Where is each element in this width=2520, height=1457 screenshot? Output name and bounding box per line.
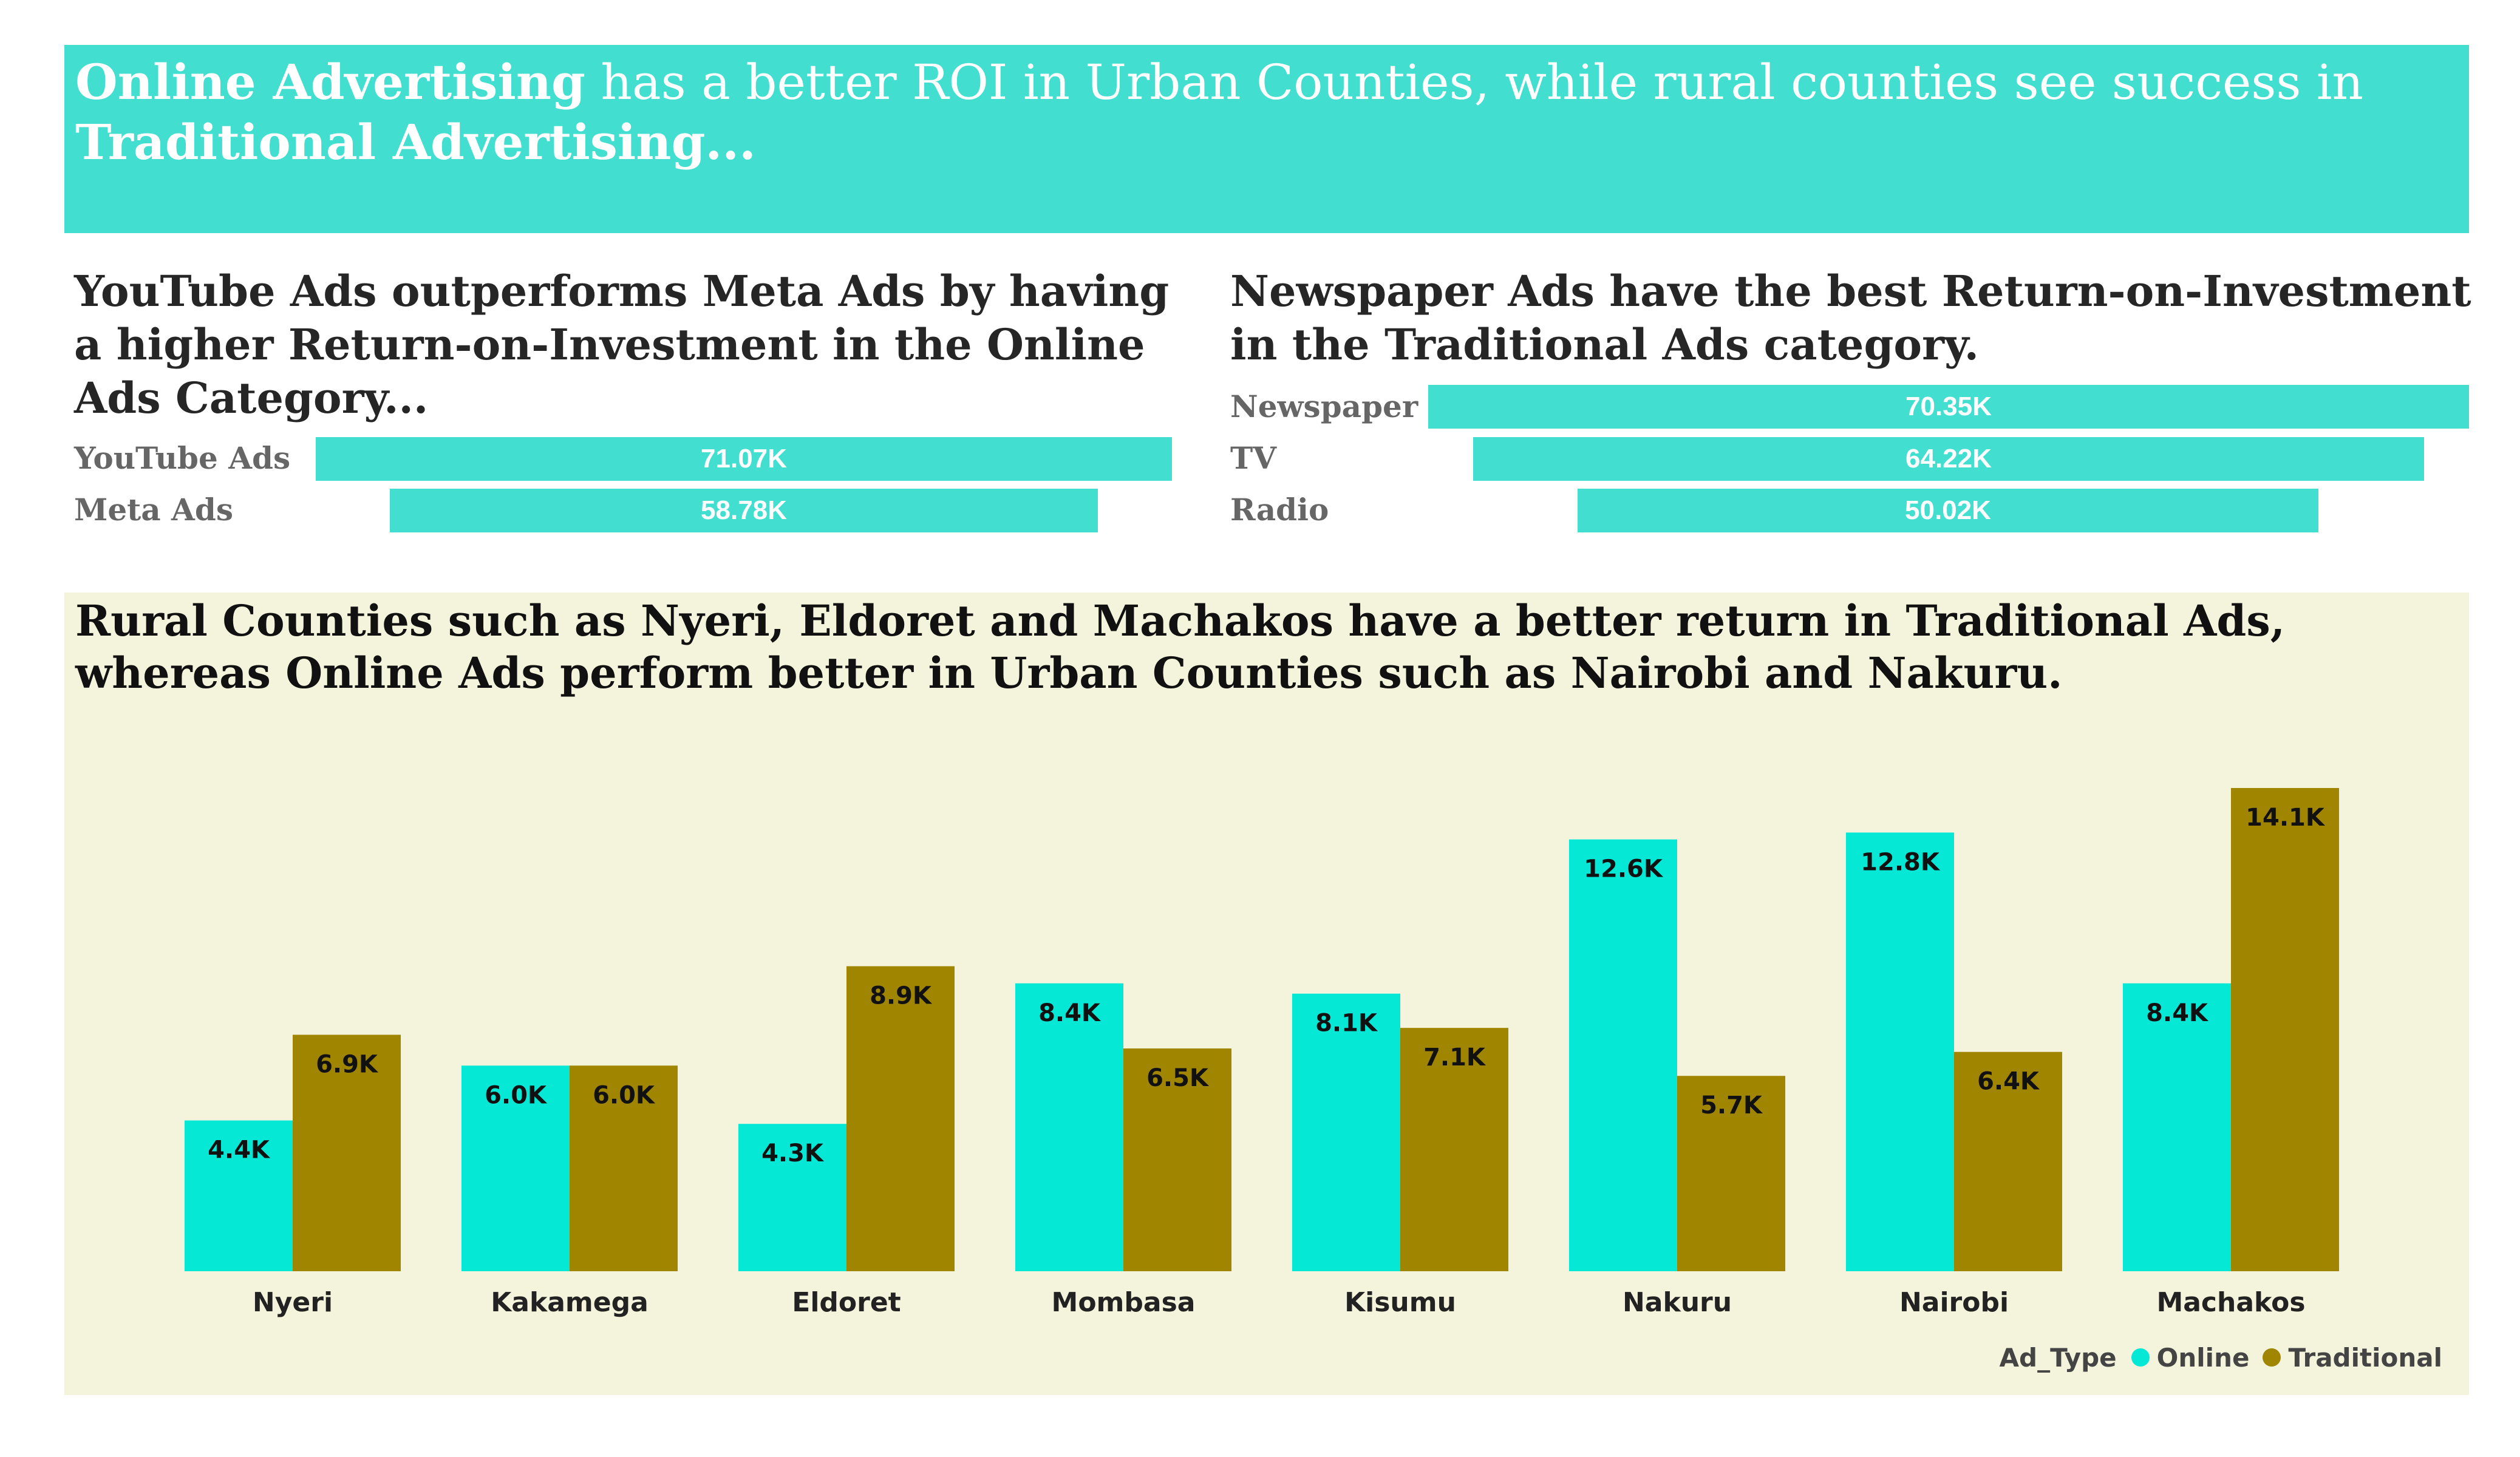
online-bar-label-youtube: YouTube Ads	[74, 440, 291, 476]
legend-online-dot	[2131, 1348, 2150, 1367]
bar-traditional-eldoret[interactable]	[846, 966, 955, 1271]
bar-online-nairobi[interactable]	[1846, 832, 1954, 1271]
data-label-traditional-nairobi: 6.4K	[1977, 1068, 2040, 1096]
county-chart-title: Rural Counties such as Nyeri, Eldoret an…	[75, 596, 2286, 698]
bar-traditional-mombasa[interactable]	[1123, 1048, 1231, 1271]
bar-traditional-kisumu[interactable]	[1400, 1028, 1508, 1271]
online-bar-label-meta: Meta Ads	[74, 492, 233, 528]
traditional-bar-label-tv: TV	[1230, 440, 1277, 476]
x-tick-label-kisumu: Kisumu	[1344, 1287, 1456, 1318]
traditional-bar-value-radio: 50.02K	[1905, 495, 1991, 525]
traditional-panel-title: Newspaper Ads have the best Return-on-In…	[1230, 266, 2471, 370]
data-label-traditional-nyeri: 6.9K	[316, 1050, 379, 1078]
headline-banner: Online Advertising has a better ROI in U…	[64, 45, 2469, 233]
data-label-online-nakuru: 12.6K	[1584, 855, 1664, 883]
online-bar-youtube[interactable]: 71.07K	[316, 437, 1172, 481]
traditional-bar-value-newspaper: 70.35K	[1905, 392, 1992, 421]
bar-online-nyeri[interactable]	[185, 1120, 293, 1271]
online-bar-value-meta: 58.78K	[701, 495, 787, 525]
data-label-traditional-kakamega: 6.0K	[593, 1081, 656, 1109]
legend-traditional-label[interactable]: Traditional	[2288, 1342, 2442, 1373]
bar-traditional-nairobi[interactable]	[1954, 1051, 2062, 1271]
data-label-online-machakos: 8.4K	[2146, 999, 2209, 1027]
x-tick-label-kakamega: Kakamega	[491, 1287, 649, 1318]
x-tick-label-eldoret: Eldoret	[792, 1287, 901, 1318]
headline-text: Online Advertising has a better ROI in U…	[75, 52, 2383, 172]
data-label-traditional-mombasa: 6.5K	[1146, 1064, 1210, 1092]
county-column-chart: 4.4K 6.9K Nyeri 6.0K 6.0K Kakamega 4.3K 8.9K Eld…	[185, 788, 2339, 1318]
online-bar-meta[interactable]: 58.78K	[390, 489, 1098, 532]
x-tick-label-mombasa: Mombasa	[1052, 1287, 1196, 1318]
traditional-bar-label-radio: Radio	[1230, 492, 1329, 528]
data-label-online-nairobi: 12.8K	[1861, 848, 1941, 876]
traditional-bar-value-tv: 64.22K	[1905, 444, 1992, 474]
data-label-traditional-kisumu: 7.1K	[1423, 1044, 1486, 1072]
bar-traditional-machakos[interactable]	[2231, 788, 2339, 1271]
bar-online-nakuru[interactable]	[1569, 839, 1677, 1271]
x-tick-label-nyeri: Nyeri	[253, 1287, 333, 1318]
legend-title: Ad_Type	[1999, 1342, 2117, 1373]
traditional-bar-newspaper[interactable]: 70.35K	[1428, 385, 2469, 429]
bar-traditional-nyeri[interactable]	[293, 1034, 401, 1271]
data-label-traditional-machakos: 14.1K	[2246, 804, 2326, 832]
county-chart-panel: Rural Counties such as Nyeri, Eldoret an…	[64, 593, 2469, 1395]
online-bar-value-youtube: 71.07K	[701, 444, 787, 474]
x-tick-label-nakuru: Nakuru	[1623, 1287, 1732, 1318]
legend-online-label[interactable]: Online	[2156, 1342, 2250, 1373]
data-label-online-eldoret: 4.3K	[761, 1139, 825, 1167]
bar-online-machakos[interactable]	[2123, 983, 2231, 1271]
bar-online-kisumu[interactable]	[1292, 993, 1400, 1271]
legend-traditional-dot	[2263, 1348, 2281, 1367]
bar-online-mombasa[interactable]	[1015, 983, 1123, 1271]
data-label-online-kakamega: 6.0K	[485, 1081, 548, 1109]
bar-traditional-kakamega[interactable]	[570, 1065, 678, 1271]
headline-bold-online: Online Advertising	[75, 53, 585, 110]
headline-body: has a better ROI in Urban Counties, whil…	[585, 54, 2364, 110]
x-tick-label-machakos: Machakos	[2156, 1287, 2305, 1318]
data-label-online-nyeri: 4.4K	[208, 1136, 271, 1164]
traditional-bar-tv[interactable]: 64.22K	[1473, 437, 2424, 481]
data-label-traditional-eldoret: 8.9K	[870, 982, 933, 1010]
headline-bold-traditional: Traditional Advertising...	[75, 114, 756, 171]
bar-online-eldoret[interactable]	[738, 1124, 846, 1271]
data-label-online-mombasa: 8.4K	[1038, 999, 1102, 1027]
data-label-online-kisumu: 8.1K	[1315, 1010, 1378, 1038]
data-label-traditional-nakuru: 5.7K	[1700, 1092, 1763, 1119]
traditional-bar-label-newspaper: Newspaper	[1230, 389, 1418, 424]
x-tick-label-nairobi: Nairobi	[1899, 1287, 2009, 1318]
chart-legend: Ad_Type Online Traditional	[2000, 1339, 2449, 1376]
bar-online-kakamega[interactable]	[461, 1065, 570, 1271]
online-panel-title: YouTube Ads outperforms Meta Ads by havi…	[74, 266, 1170, 423]
traditional-bar-radio[interactable]: 50.02K	[1578, 489, 2318, 532]
bar-traditional-nakuru[interactable]	[1677, 1076, 1785, 1271]
